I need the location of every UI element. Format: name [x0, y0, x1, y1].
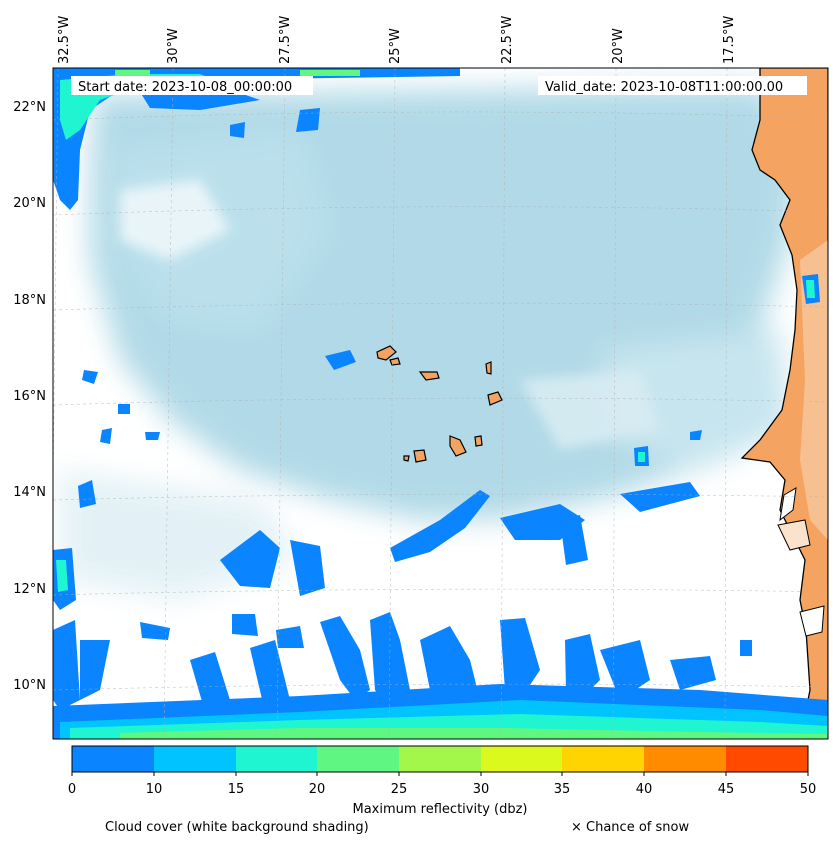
colorbar-tick-label: 50 — [800, 782, 817, 797]
longitude-labels: 32.5°W 30°W 27.5°W 25°W 22.5°W 20°W 17.5… — [57, 16, 737, 64]
colorbar-tick-label: 20 — [309, 782, 326, 797]
lon-label: 22.5°W — [500, 16, 515, 64]
colorbar-frame — [71, 745, 809, 773]
map-plot-area — [53, 68, 828, 739]
lon-label: 20°W — [611, 28, 626, 64]
valid-date-box — [538, 76, 807, 95]
colorbar-segment — [399, 746, 481, 772]
plot-frame — [52, 67, 829, 740]
lon-label: 27.5°W — [278, 16, 293, 64]
cloud-cover-legend: Cloud cover (white background shading) — [105, 820, 369, 835]
lon-label: 25°W — [388, 28, 403, 64]
graticule — [53, 68, 828, 739]
colorbar-tick-label: 15 — [228, 782, 245, 797]
colorbar-segment — [562, 746, 644, 772]
start-date-text: Start date: 2023-10-08_00:00:00 — [78, 80, 292, 95]
lat-label: 10°N — [13, 678, 46, 693]
colorbar-segment — [644, 746, 726, 772]
lat-label: 16°N — [13, 389, 46, 404]
lon-label: 32.5°W — [57, 16, 72, 64]
colorbar-segment — [154, 746, 236, 772]
lon-label: 17.5°W — [722, 16, 737, 64]
lat-label: 22°N — [13, 100, 46, 115]
colorbar: 0 10 15 20 25 30 35 40 45 50 Maximum ref… — [68, 745, 817, 817]
colorbar-tick-label: 40 — [636, 782, 653, 797]
colorbar-tick-label: 45 — [718, 782, 735, 797]
snow-legend: × Chance of snow — [571, 820, 689, 835]
start-date-box — [71, 76, 313, 95]
colorbar-segment — [236, 746, 317, 772]
colorbar-tick-label: 0 — [68, 782, 76, 797]
cloud-cover-light — [120, 180, 660, 450]
colorbar-segment — [726, 746, 808, 772]
colorbar-segment — [317, 746, 399, 772]
colorbar-segment — [72, 746, 154, 772]
lat-label: 12°N — [13, 582, 46, 597]
cape-verde-islands — [376, 345, 503, 463]
colorbar-tick-label: 10 — [146, 782, 163, 797]
latitude-labels: 22°N 20°N 18°N 16°N 14°N 12°N 10°N — [13, 100, 46, 693]
lon-label: 30°W — [166, 28, 181, 64]
valid-date-text: Valid_date: 2023-10-08T11:00:00.00 — [545, 80, 783, 95]
colorbar-tick-label: 35 — [554, 782, 571, 797]
lat-label: 14°N — [13, 485, 46, 500]
lat-label: 20°N — [13, 196, 46, 211]
colorbar-segment — [481, 746, 562, 772]
colorbar-tick-label: 30 — [473, 782, 490, 797]
colorbar-tick-label: 25 — [391, 782, 408, 797]
lat-label: 18°N — [13, 293, 46, 308]
colorbar-label: Maximum reflectivity (dbz) — [353, 802, 528, 817]
land-africa — [740, 68, 828, 739]
